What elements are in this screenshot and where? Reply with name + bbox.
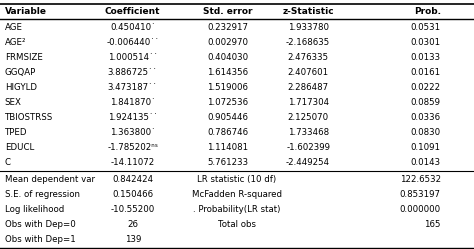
Text: 0.450410˙: 0.450410˙: [110, 23, 155, 32]
Text: Std. error: Std. error: [203, 7, 252, 16]
Text: 3.473187˙˙: 3.473187˙˙: [108, 83, 158, 92]
Text: 2.407601: 2.407601: [288, 68, 328, 77]
Text: 0.842424: 0.842424: [112, 175, 153, 184]
Text: C: C: [5, 158, 11, 167]
Text: 0.0161: 0.0161: [410, 68, 441, 77]
Text: 0.0143: 0.0143: [410, 158, 441, 167]
Text: 3.886725˙˙: 3.886725˙˙: [108, 68, 158, 77]
Text: 0.853197: 0.853197: [400, 190, 441, 199]
Text: 0.0859: 0.0859: [411, 98, 441, 107]
Text: 1.717304: 1.717304: [288, 98, 328, 107]
Text: Coefficient: Coefficient: [105, 7, 161, 16]
Text: 5.761233: 5.761233: [207, 158, 248, 167]
Text: -2.449254: -2.449254: [286, 158, 330, 167]
Text: 0.404030: 0.404030: [207, 53, 248, 62]
Text: 0.786746: 0.786746: [207, 128, 248, 137]
Text: S.E. of regression: S.E. of regression: [5, 190, 80, 199]
Text: 0.0531: 0.0531: [410, 23, 441, 32]
Text: SEX: SEX: [5, 98, 22, 107]
Text: -14.11072: -14.11072: [110, 158, 155, 167]
Text: Obs with Dep=0: Obs with Dep=0: [5, 220, 75, 229]
Text: HIGYLD: HIGYLD: [5, 83, 37, 92]
Text: 0.000000: 0.000000: [400, 205, 441, 214]
Text: Mean dependent var: Mean dependent var: [5, 175, 95, 184]
Text: 0.002970: 0.002970: [207, 38, 248, 47]
Text: McFadden R-squared: McFadden R-squared: [192, 190, 282, 199]
Text: AGE: AGE: [5, 23, 23, 32]
Text: TBIOSTRSS: TBIOSTRSS: [5, 113, 53, 122]
Text: 122.6532: 122.6532: [400, 175, 441, 184]
Text: 0.905446: 0.905446: [207, 113, 248, 122]
Text: 0.232917: 0.232917: [207, 23, 248, 32]
Text: 1.841870˙: 1.841870˙: [110, 98, 155, 107]
Text: 1.519006: 1.519006: [207, 83, 248, 92]
Text: 2.476335: 2.476335: [288, 53, 328, 62]
Text: GGQAP: GGQAP: [5, 68, 36, 77]
Text: 0.1091: 0.1091: [411, 143, 441, 152]
Text: 0.0830: 0.0830: [410, 128, 441, 137]
Text: TPED: TPED: [5, 128, 27, 137]
Text: 1.614356: 1.614356: [207, 68, 248, 77]
Text: 139: 139: [125, 235, 141, 245]
Text: 0.0133: 0.0133: [410, 53, 441, 62]
Text: Total obs: Total obs: [218, 220, 256, 229]
Text: 0.0336: 0.0336: [410, 113, 441, 122]
Text: FRMSIZE: FRMSIZE: [5, 53, 43, 62]
Text: AGE²: AGE²: [5, 38, 26, 47]
Text: 1.000514˙˙: 1.000514˙˙: [108, 53, 158, 62]
Text: -0.006440˙˙: -0.006440˙˙: [106, 38, 159, 47]
Text: 2.286487: 2.286487: [288, 83, 328, 92]
Text: -1.785202ⁿˢ: -1.785202ⁿˢ: [107, 143, 158, 152]
Text: Prob.: Prob.: [414, 7, 441, 16]
Text: 1.924135˙˙: 1.924135˙˙: [108, 113, 157, 122]
Text: EDUCL: EDUCL: [5, 143, 34, 152]
Text: z-Statistic: z-Statistic: [283, 7, 334, 16]
Text: Variable: Variable: [5, 7, 47, 16]
Text: LR statistic (10 df): LR statistic (10 df): [198, 175, 276, 184]
Text: 2.125070: 2.125070: [288, 113, 328, 122]
Text: 0.150466: 0.150466: [112, 190, 153, 199]
Text: 165: 165: [424, 220, 441, 229]
Text: 0.0222: 0.0222: [410, 83, 441, 92]
Text: 1.072536: 1.072536: [207, 98, 248, 107]
Text: 1.733468: 1.733468: [288, 128, 328, 137]
Text: -10.55200: -10.55200: [110, 205, 155, 214]
Text: 1.363800˙: 1.363800˙: [110, 128, 155, 137]
Text: 1.114081: 1.114081: [207, 143, 248, 152]
Text: 1.933780: 1.933780: [288, 23, 328, 32]
Text: Obs with Dep=1: Obs with Dep=1: [5, 235, 75, 245]
Text: 26: 26: [127, 220, 138, 229]
Text: -2.168635: -2.168635: [286, 38, 330, 47]
Text: -1.602399: -1.602399: [286, 143, 330, 152]
Text: . Probability(LR stat): . Probability(LR stat): [193, 205, 281, 214]
Text: Log likelihood: Log likelihood: [5, 205, 64, 214]
Text: 0.0301: 0.0301: [410, 38, 441, 47]
